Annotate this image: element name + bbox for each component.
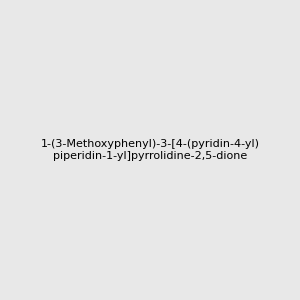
Text: 1-(3-Methoxyphenyl)-3-[4-(pyridin-4-yl)
piperidin-1-yl]pyrrolidine-2,5-dione: 1-(3-Methoxyphenyl)-3-[4-(pyridin-4-yl) … [40, 139, 260, 161]
